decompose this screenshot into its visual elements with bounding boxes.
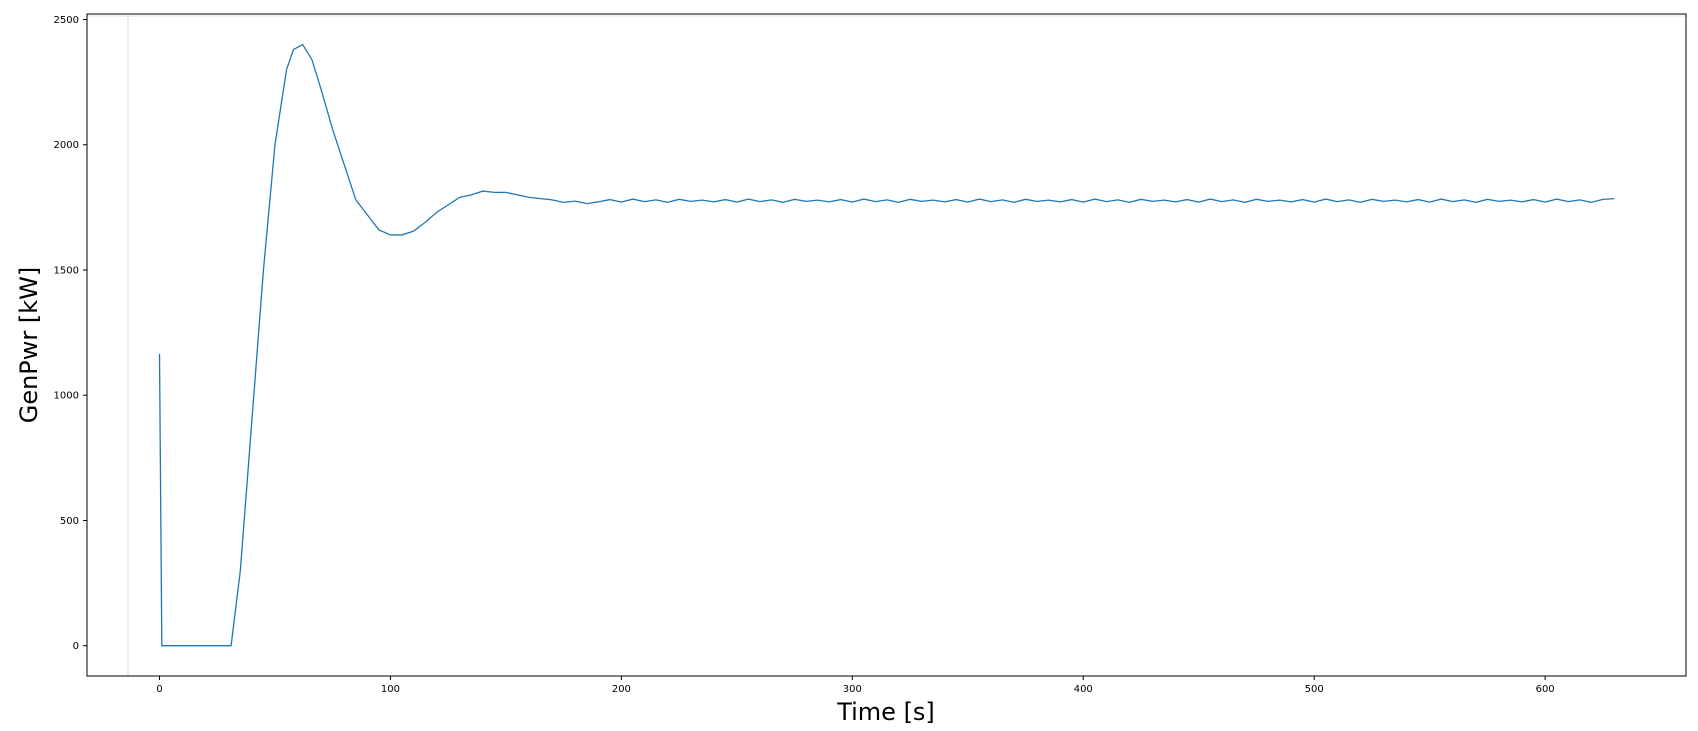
y-tick-label: 1500 bbox=[54, 265, 79, 276]
data-line bbox=[158, 43, 1615, 647]
y-tick-label: 0 bbox=[73, 641, 79, 652]
x-tick-label: 200 bbox=[612, 684, 631, 695]
y-tick-label: 500 bbox=[60, 516, 79, 527]
y-tick-label: 1000 bbox=[54, 391, 79, 402]
x-tick-label: 0 bbox=[156, 684, 162, 695]
y-tick-label: 2500 bbox=[54, 15, 79, 26]
plot-frame bbox=[86, 13, 1687, 677]
x-tick-label: 100 bbox=[381, 684, 400, 695]
y-axis-label: GenPwr [kW] bbox=[15, 267, 43, 424]
x-tick-label: 600 bbox=[1536, 684, 1555, 695]
y-tick-label: 2000 bbox=[54, 140, 79, 151]
x-axis-label: Time [s] bbox=[836, 698, 935, 726]
x-tick-label: 400 bbox=[1074, 684, 1093, 695]
x-tick-label: 500 bbox=[1305, 684, 1324, 695]
x-tick-label: 300 bbox=[843, 684, 862, 695]
